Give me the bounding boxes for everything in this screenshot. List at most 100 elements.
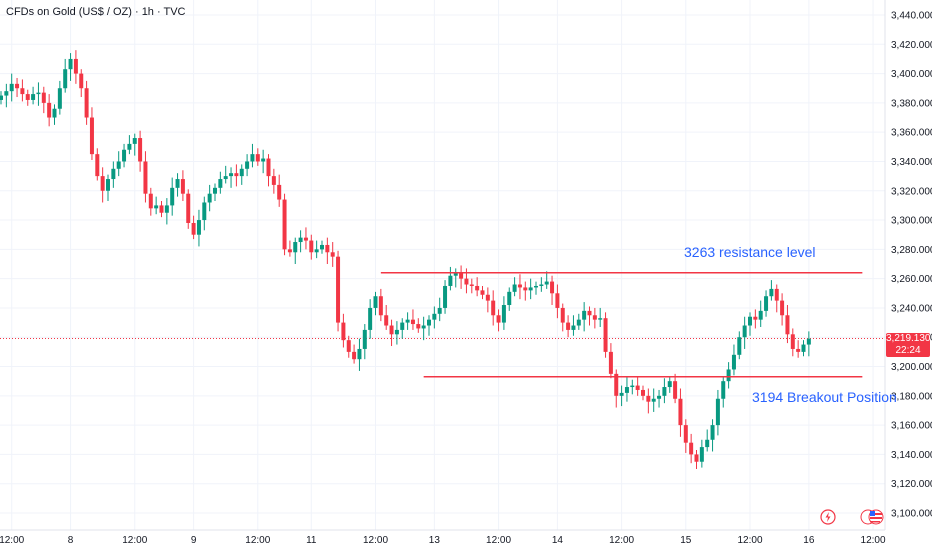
candle-body xyxy=(448,275,453,286)
candle-body xyxy=(699,447,704,462)
candle-body xyxy=(389,325,394,335)
candle-body xyxy=(41,92,46,103)
price-tick-label: 3,240.000 xyxy=(891,303,932,314)
time-tick-label: 15 xyxy=(680,535,692,546)
candle-body xyxy=(598,318,603,320)
candle-body xyxy=(501,305,506,323)
candle-body xyxy=(148,193,153,209)
candle-body xyxy=(592,315,597,320)
candle-body xyxy=(587,310,592,316)
candle-body xyxy=(534,285,538,288)
candle-body xyxy=(132,138,137,144)
candle-body xyxy=(667,381,672,388)
candle-body xyxy=(100,176,105,191)
candle-body xyxy=(427,319,431,326)
time-tick-label: 12:00 xyxy=(609,535,634,546)
time-tick-label: 8 xyxy=(68,535,74,546)
candle-body xyxy=(405,319,410,323)
candle-body xyxy=(753,316,758,320)
candle-body xyxy=(796,348,801,352)
candle-body xyxy=(539,284,544,286)
lightning-icon[interactable] xyxy=(820,509,836,525)
candle-body xyxy=(138,138,143,162)
price-tick-label: 3,320.000 xyxy=(891,186,932,197)
candle-body xyxy=(635,385,640,390)
candle-body xyxy=(325,244,330,253)
candle-body xyxy=(143,161,148,194)
candle-body xyxy=(437,307,442,314)
candle-body xyxy=(737,337,742,355)
candle-body xyxy=(651,398,656,402)
candle-body xyxy=(624,387,629,393)
price-tick-label: 3,440.000 xyxy=(891,11,932,22)
price-tick-label: 3,380.000 xyxy=(891,98,932,109)
candle-body xyxy=(459,272,464,279)
candle-body xyxy=(517,284,522,288)
breakout-label[interactable]: 3194 Breakout Position xyxy=(752,389,897,405)
time-tick-label: 14 xyxy=(552,535,564,546)
candle-body xyxy=(619,392,624,396)
candle-body xyxy=(266,158,271,177)
candle-body xyxy=(394,329,399,335)
candle-body xyxy=(646,395,651,402)
candle-body xyxy=(202,202,207,221)
price-tick-label: 3,340.000 xyxy=(891,157,932,168)
candle-body xyxy=(550,281,555,294)
candle-body xyxy=(726,369,731,382)
candle-body xyxy=(421,325,426,329)
candle-body xyxy=(277,184,282,200)
candle-body xyxy=(614,373,619,396)
candle-body xyxy=(4,91,9,96)
candle-body xyxy=(352,351,357,360)
candle-body xyxy=(191,222,196,235)
candle-body xyxy=(0,95,3,100)
time-tick-label: 12:00 xyxy=(363,535,388,546)
candle-body xyxy=(480,290,485,295)
candle-body xyxy=(742,325,747,338)
candle-body xyxy=(721,381,726,399)
candle-body xyxy=(641,389,645,396)
candle-body xyxy=(330,252,335,257)
candle-body xyxy=(52,108,57,118)
candle-body xyxy=(106,179,110,191)
candle-body xyxy=(566,322,571,330)
candle-body xyxy=(57,88,62,109)
candle-body xyxy=(416,324,421,329)
us-flag-icon[interactable] xyxy=(860,509,884,525)
candle-body xyxy=(196,220,201,235)
candle-body xyxy=(748,316,752,326)
candle-body xyxy=(528,287,533,291)
candle-body xyxy=(774,288,779,301)
symbol-header[interactable]: CFDs on Gold (US$ / OZ) · 1h · TVC xyxy=(6,6,186,18)
resistance-label[interactable]: 3263 resistance level xyxy=(684,244,816,260)
candle-body xyxy=(314,249,319,253)
price-tick-label: 3,420.000 xyxy=(891,40,932,51)
candle-body xyxy=(213,187,217,194)
candle-body xyxy=(250,154,255,162)
candle-body xyxy=(303,237,308,241)
price-tick-label: 3,400.000 xyxy=(891,69,932,80)
candle-body xyxy=(164,205,169,213)
candle-body xyxy=(576,319,581,326)
last-price-badge: 3,219.130 22:24 xyxy=(886,333,931,357)
price-tick-label: 3,300.000 xyxy=(891,216,932,227)
price-tick-label: 3,280.000 xyxy=(891,245,932,256)
candle-body xyxy=(657,395,662,399)
candle-body xyxy=(485,294,490,301)
candle-body xyxy=(261,158,266,162)
candle-body xyxy=(320,244,324,250)
candle-body xyxy=(287,249,292,253)
candle-body xyxy=(47,102,52,118)
candle-body xyxy=(603,318,608,352)
candle-body xyxy=(582,310,587,320)
candle-body xyxy=(400,322,405,330)
time-tick-label: 13 xyxy=(429,535,441,546)
candle-body xyxy=(790,334,795,349)
levels[interactable] xyxy=(380,272,863,378)
candle-body xyxy=(475,285,480,291)
candle-body xyxy=(271,176,276,185)
candle-body xyxy=(769,288,774,297)
candle-body xyxy=(180,179,185,194)
candle-body xyxy=(491,300,496,316)
